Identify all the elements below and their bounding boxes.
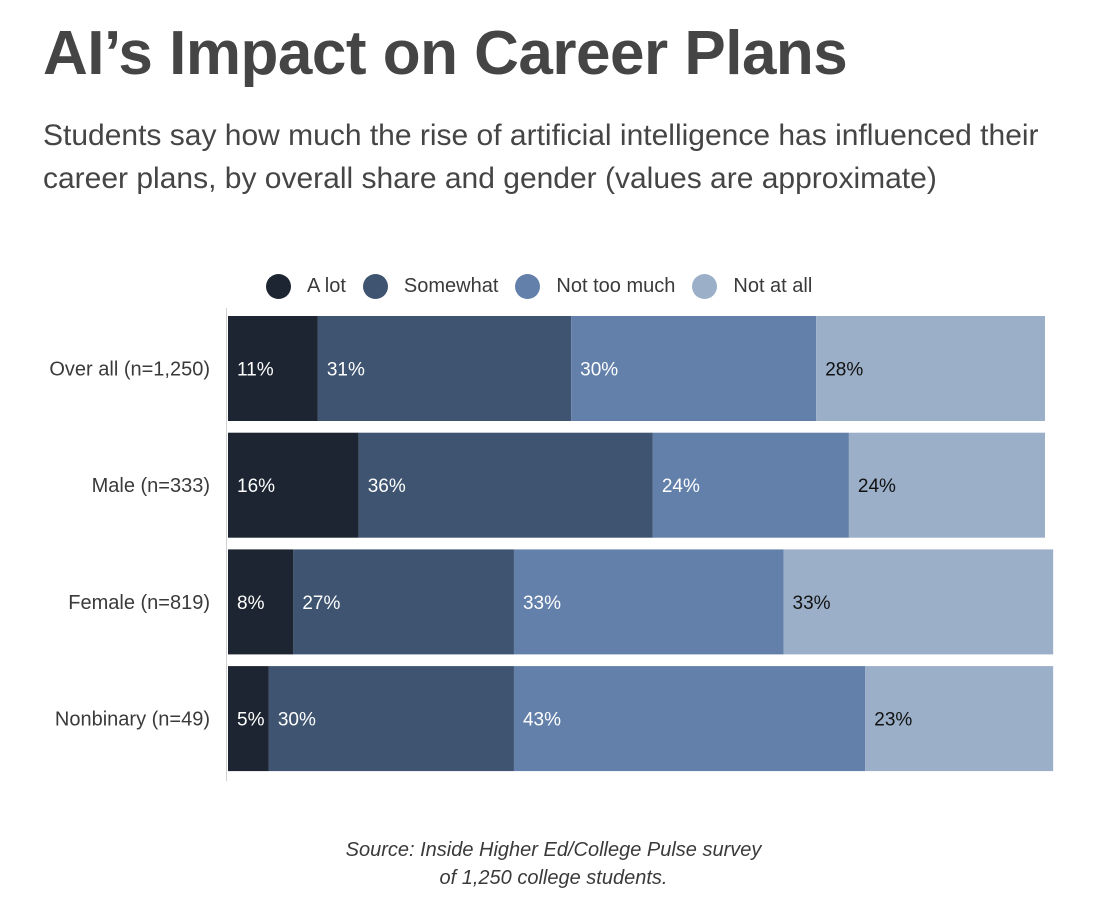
bar-segment — [816, 316, 1045, 421]
data-label: 33% — [523, 593, 561, 614]
data-label: 36% — [368, 476, 406, 497]
legend-label-somewhat: Somewhat — [403, 275, 499, 297]
bar-segment — [317, 316, 572, 421]
data-label: 27% — [302, 593, 340, 614]
bar-segment — [848, 432, 1045, 538]
data-label: 23% — [874, 710, 912, 731]
legend-item-not-at-all: Not at all — [692, 274, 812, 299]
bar-segment — [293, 549, 514, 655]
data-label: 30% — [580, 360, 618, 381]
source-line-2: of 1,250 college students. — [439, 867, 668, 889]
legend-swatch-somewhat — [362, 274, 388, 299]
legend-swatch-not-at-all — [692, 274, 718, 299]
legend-item-a-lot: A lot — [266, 274, 346, 299]
bar-segment — [571, 316, 817, 421]
chart-subtitle: Students say how much the rise of artifi… — [43, 119, 1039, 195]
category-label: Female (n=819) — [68, 592, 210, 614]
legend-swatch-a-lot — [266, 274, 291, 299]
source-line-1: Source: Inside Higher Ed/College Pulse s… — [345, 839, 762, 861]
bar-segment — [652, 432, 849, 538]
data-label: 8% — [237, 593, 265, 614]
data-label: 43% — [523, 710, 561, 731]
chart-title: AI’s Impact on Career Plans — [43, 19, 848, 88]
legend-label-a-lot: A lot — [307, 275, 346, 297]
bar-segment — [228, 316, 318, 421]
data-label: 30% — [278, 710, 316, 731]
legend-swatch-not-too-much — [515, 274, 541, 299]
source-note: Source: Inside Higher Ed/College Pulse s… — [0, 836, 1106, 892]
bar-segment — [783, 549, 1054, 655]
data-label: 24% — [662, 476, 700, 497]
data-label: 11% — [237, 360, 274, 381]
category-label: Nonbinary (n=49) — [55, 709, 210, 731]
legend-label-not-at-all: Not at all — [733, 275, 813, 297]
data-label: 28% — [825, 360, 863, 381]
bar-segment — [513, 666, 866, 772]
bar-segment — [513, 549, 784, 655]
data-label: 33% — [793, 593, 831, 614]
data-label: 24% — [858, 476, 896, 497]
bar-segment — [228, 666, 269, 772]
legend: A lot Somewhat Not too much Not at all — [266, 274, 829, 299]
legend-item-somewhat: Somewhat — [362, 274, 499, 299]
bar-segment — [358, 432, 653, 538]
bar-segment — [228, 549, 294, 655]
bar-segment — [865, 666, 1054, 772]
data-label: 31% — [327, 360, 365, 381]
data-label: 5% — [237, 710, 265, 731]
data-label: 16% — [237, 476, 275, 497]
bar-segment — [268, 666, 514, 772]
category-label: Male (n=333) — [92, 475, 210, 497]
category-label: Over all (n=1,250) — [49, 359, 210, 381]
bar-segment — [228, 432, 359, 538]
legend-label-not-too-much: Not too much — [556, 275, 676, 297]
legend-item-not-too-much: Not too much — [515, 274, 675, 299]
